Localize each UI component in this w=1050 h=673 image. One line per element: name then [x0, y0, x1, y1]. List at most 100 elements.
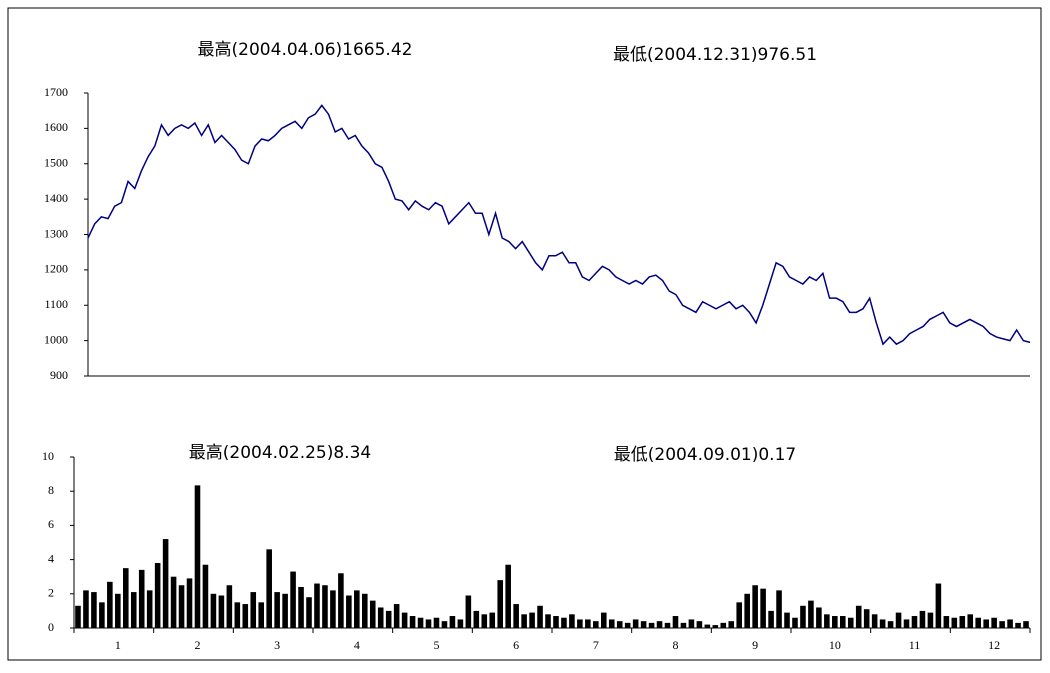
bar — [266, 549, 272, 628]
bar — [943, 616, 950, 628]
x-tick-label: 9 — [752, 638, 758, 652]
bar — [808, 600, 814, 628]
bar — [210, 593, 217, 628]
bar — [577, 619, 583, 628]
bar — [162, 539, 169, 628]
bar — [616, 621, 623, 628]
bar — [338, 573, 344, 628]
bar — [1007, 619, 1013, 628]
bar — [672, 616, 679, 628]
bar — [529, 612, 535, 628]
bar — [298, 586, 304, 628]
bar — [234, 602, 241, 628]
bar — [521, 614, 527, 628]
bar — [369, 600, 376, 628]
bar — [879, 619, 886, 628]
bar — [800, 605, 806, 628]
bar — [346, 595, 352, 628]
bar — [457, 619, 464, 628]
bar — [274, 592, 280, 628]
bar — [441, 621, 448, 628]
bar — [218, 595, 225, 628]
y-tick-label: 1000 — [44, 332, 68, 346]
y-tick-label: 10 — [42, 449, 54, 463]
bar — [664, 622, 671, 628]
bar — [505, 564, 511, 628]
bar — [887, 621, 894, 628]
bar — [624, 622, 631, 628]
x-tick-label: 4 — [354, 638, 360, 652]
y-tick-label: 1700 — [44, 85, 68, 99]
bar — [824, 614, 830, 628]
x-tick-label: 1 — [115, 638, 121, 652]
bar — [927, 612, 934, 628]
bar — [648, 622, 655, 628]
bar — [146, 590, 153, 628]
bar — [186, 578, 193, 628]
x-tick-label: 2 — [194, 638, 200, 652]
y-tick-label: 1100 — [44, 297, 68, 311]
bar — [792, 617, 798, 628]
bar — [497, 580, 504, 628]
bar — [115, 593, 121, 628]
bar — [354, 590, 360, 628]
bar — [417, 617, 424, 628]
y-tick-label: 1200 — [44, 262, 68, 276]
annotation: 最低(2004.12.31)976.51 — [613, 45, 817, 65]
y-tick-label: 2 — [48, 586, 54, 600]
bar — [903, 619, 910, 628]
bar — [959, 616, 966, 628]
x-tick-label: 6 — [513, 638, 519, 652]
bar — [409, 616, 416, 628]
bar — [561, 617, 567, 628]
bar — [784, 612, 790, 628]
y-tick-label: 4 — [48, 551, 54, 565]
y-tick-label: 6 — [48, 517, 54, 531]
bar — [130, 592, 137, 628]
bar — [999, 621, 1005, 628]
bar — [752, 585, 758, 628]
bar — [226, 585, 233, 628]
bar — [242, 604, 249, 628]
bar — [513, 604, 519, 628]
x-tick-label: 3 — [274, 638, 280, 652]
bar — [736, 602, 743, 628]
bar — [385, 610, 392, 628]
bar — [202, 564, 209, 628]
bar — [680, 622, 687, 628]
bar — [545, 614, 551, 628]
bar — [258, 602, 265, 628]
bar — [967, 614, 974, 628]
x-tick-label: 5 — [433, 638, 439, 652]
bar — [720, 622, 727, 628]
bar — [107, 581, 113, 628]
bar — [537, 605, 543, 628]
bar — [688, 619, 695, 628]
bar — [1015, 622, 1021, 628]
y-tick-label: 1500 — [44, 156, 68, 170]
bar — [991, 617, 997, 628]
bar — [776, 590, 782, 628]
bar — [696, 621, 703, 628]
bar — [154, 563, 161, 628]
bar — [855, 605, 862, 628]
bar — [91, 592, 97, 628]
frame — [7, 7, 1042, 661]
bar — [847, 617, 854, 628]
bar — [425, 619, 432, 628]
bar — [290, 571, 296, 628]
bar — [712, 625, 719, 628]
bar — [1023, 621, 1029, 628]
bar — [330, 590, 336, 628]
price-line — [87, 104, 1031, 346]
bar — [322, 585, 328, 628]
bar — [768, 610, 774, 628]
bar — [600, 612, 607, 628]
bar — [401, 612, 408, 628]
bar — [704, 624, 711, 628]
bar — [377, 607, 384, 628]
bar — [839, 616, 846, 628]
bar — [975, 617, 982, 628]
bar — [585, 619, 591, 628]
bar — [473, 610, 480, 628]
